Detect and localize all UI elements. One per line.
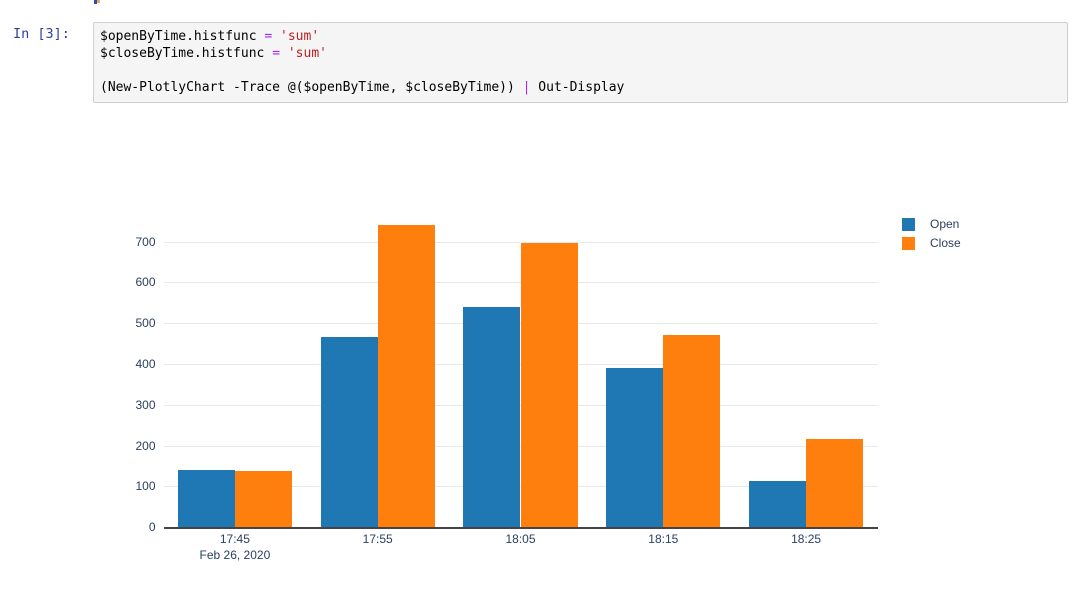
code-token [280,46,288,61]
y-tick-label: 500 [135,316,156,331]
code-token [272,29,280,44]
clipped-pixel [97,0,100,3]
code-input-area[interactable]: $openByTime.histfunc = 'sum' $closeByTime… [93,22,1068,103]
legend-label: Close [930,236,961,250]
code-token: = [272,46,281,61]
bar-open-1755[interactable] [320,337,378,527]
x-tick-label: 18:05 [505,532,536,546]
cell-prompt: In [3]: [13,26,70,42]
y-tick-label: 700 [135,234,156,249]
gridline [163,241,878,243]
code-token: $closeByTime.histfunc [100,46,273,61]
x-axis-date-label: Feb 26, 2020 [199,548,271,562]
legend-swatch-icon [902,218,915,231]
bar-open-1815[interactable] [606,368,664,527]
clipped-content-fragment [94,0,102,4]
y-tick-label: 600 [135,275,156,290]
legend-swatch-icon [902,237,915,250]
code-editor[interactable]: $openByTime.histfunc = 'sum' $closeByTime… [100,28,1061,96]
legend-item-open[interactable]: Open [902,215,961,234]
code-line: $closeByTime.histfunc = 'sum' [100,45,1061,62]
x-tick-label: 17:45 [219,532,250,546]
code-token: $openByTime.histfunc [100,29,265,44]
y-tick-label: 400 [135,356,156,371]
code-token: = [264,29,273,44]
code-token: | [522,80,531,95]
x-axis-line [163,527,878,529]
clipped-pixel [94,0,97,4]
bar-close-1825[interactable] [806,439,864,527]
y-tick-label: 100 [135,479,156,494]
legend-item-close[interactable]: Close [902,234,961,253]
code-line: $openByTime.histfunc = 'sum' [100,28,1061,45]
chart-legend: Open Close [902,215,961,253]
bar-open-1805[interactable] [463,306,521,527]
code-token: 'sum' [287,46,327,61]
legend-label: Open [930,217,960,231]
code-token: Out-Display [530,80,625,95]
bar-close-1805[interactable] [520,242,578,527]
code-line: (New-PlotlyChart -Trace @($openByTime, $… [100,79,1061,96]
bar-open-1825[interactable] [749,480,807,527]
x-tick-label: 18:25 [791,532,822,546]
bar-open-1745[interactable] [177,469,235,527]
y-tick-label: 0 [148,520,156,534]
code-line [100,62,1061,79]
y-tick-label: 300 [135,397,156,412]
code-token: (New-PlotlyChart -Trace @($openByTime, $… [100,80,523,95]
code-token: 'sum' [280,29,320,44]
y-tick-label: 200 [135,438,156,453]
bar-close-1745[interactable] [234,471,292,527]
bar-close-1755[interactable] [377,224,435,527]
x-tick-label: 18:15 [648,532,679,546]
x-tick-label: 17:55 [362,532,393,546]
bar-close-1815[interactable] [663,335,721,527]
